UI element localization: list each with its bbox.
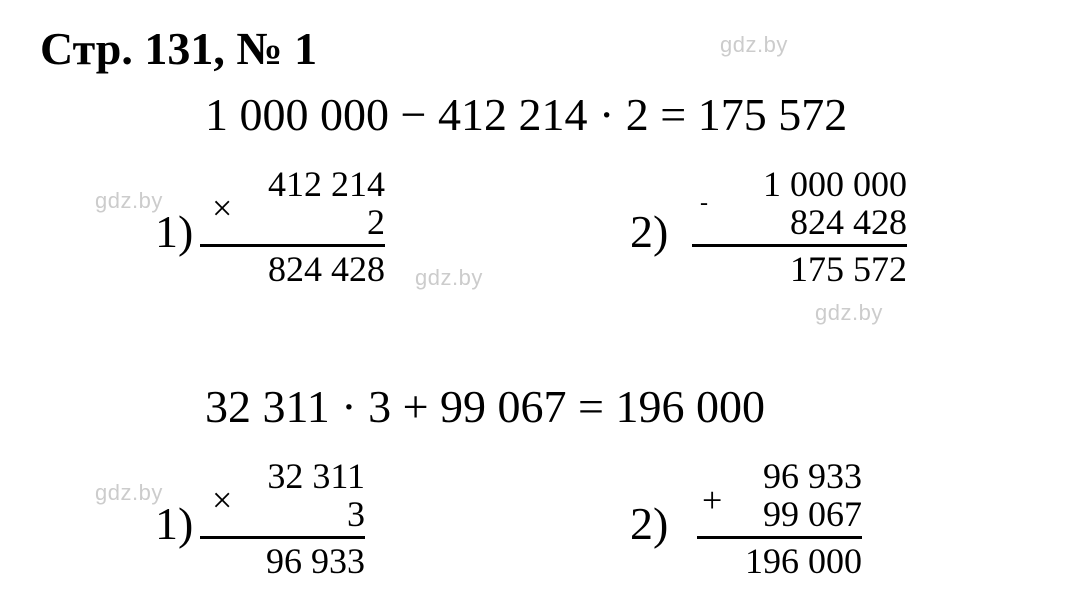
- calc-p1s1-bottom: 2: [235, 204, 385, 242]
- calc-p1s2-bar: [692, 244, 907, 247]
- watermark: gdz.by: [95, 480, 163, 506]
- watermark: gdz.by: [95, 188, 163, 214]
- calc-p2s1-bar: [200, 536, 365, 539]
- equation-1: 1 000 000 − 412 214 · 2 = 175 572: [205, 88, 847, 141]
- equation-2: 32 311 · 3 + 99 067 = 196 000: [205, 380, 765, 433]
- calc-p1s2-top: 1 000 000: [712, 166, 907, 204]
- step-label-p1s1: 1): [155, 205, 193, 258]
- calc-p2s2: 96 933 99 067 196 000: [722, 458, 862, 580]
- calc-p1s2-bottom: 824 428: [712, 204, 907, 242]
- calc-p2s2-bar: [697, 536, 862, 539]
- calc-p2s1-bottom: 3: [235, 496, 365, 534]
- operator-multiply-icon: ×: [212, 479, 232, 521]
- calc-p1s2: 1 000 000 824 428 175 572: [712, 166, 907, 288]
- step-label-p1s2: 2): [630, 205, 668, 258]
- step-label-p2s2: 2): [630, 497, 668, 550]
- calc-p1s2-result: 175 572: [712, 251, 907, 289]
- watermark: gdz.by: [720, 32, 788, 58]
- calc-p1s1-bar: [200, 244, 385, 247]
- watermark: gdz.by: [815, 300, 883, 326]
- calc-p2s1-top: 32 311: [235, 458, 365, 496]
- watermark: gdz.by: [415, 265, 483, 291]
- operator-multiply-icon: ×: [212, 187, 232, 229]
- calc-p1s1-top: 412 214: [235, 166, 385, 204]
- operator-minus-icon: -: [700, 190, 708, 217]
- calc-p1s1: 412 214 2 824 428: [235, 166, 385, 288]
- operator-plus-icon: +: [702, 479, 722, 521]
- calc-p2s1: 32 311 3 96 933: [235, 458, 365, 580]
- calc-p2s1-result: 96 933: [235, 543, 365, 581]
- step-label-p2s1: 1): [155, 497, 193, 550]
- page-title: Стр. 131, № 1: [40, 22, 317, 75]
- calc-p1s1-result: 824 428: [235, 251, 385, 289]
- calc-p2s2-bottom: 99 067: [722, 496, 862, 534]
- calc-p2s2-result: 196 000: [722, 543, 862, 581]
- calc-p2s2-top: 96 933: [722, 458, 862, 496]
